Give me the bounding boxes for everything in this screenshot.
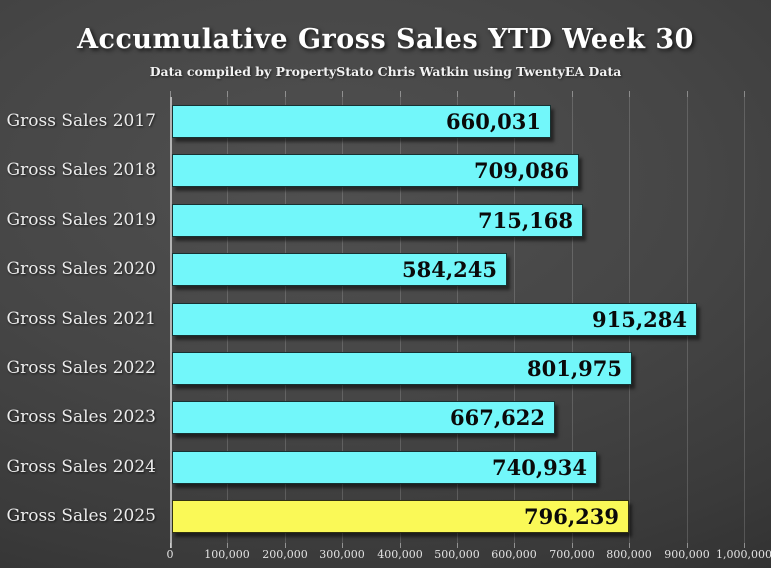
axis-tick-top — [572, 91, 573, 97]
x-axis-tick-label: 300,000 — [319, 548, 365, 561]
chart-title: Accumulative Gross Sales YTD Week 30 — [77, 24, 694, 55]
axis-tick-top — [744, 91, 745, 97]
bar: 709,086 — [172, 154, 579, 188]
axis-tick-bottom — [514, 543, 515, 548]
axis-tick-bottom — [342, 543, 343, 548]
axis-tick-bottom — [400, 543, 401, 548]
axis-tick-bottom — [285, 543, 286, 548]
axis-tick-top — [285, 91, 286, 97]
bar: 715,168 — [172, 203, 583, 237]
plot-area: 660,031 709,086 715,168 584,245 915,284 801,9… — [170, 91, 745, 548]
bar-value-label: 796,239 — [524, 504, 619, 530]
axis-tick-bottom — [629, 543, 630, 548]
bar-value-label: 709,086 — [474, 158, 569, 184]
axis-tick-top — [514, 91, 515, 97]
category-label: Gross Sales 2020 — [6, 259, 156, 280]
bar-value-label: 667,622 — [450, 405, 545, 431]
axis-tick-bottom — [744, 543, 745, 548]
category-label: Gross Sales 2024 — [6, 456, 156, 477]
bar-value-label: 584,245 — [402, 257, 497, 283]
category-label: Gross Sales 2025 — [6, 506, 156, 527]
bar: 660,031 — [172, 105, 551, 138]
x-axis-tick-label: 700,000 — [549, 548, 595, 561]
category-label: Gross Sales 2017 — [6, 111, 156, 131]
bar: 915,284 — [172, 302, 697, 336]
axis-tick-top — [629, 91, 630, 97]
bar: 584,245 — [172, 253, 507, 287]
category-label: Gross Sales 2018 — [6, 160, 156, 181]
x-axis-tick-label: 200,000 — [262, 548, 308, 561]
x-axis-tick-label: 400,000 — [377, 548, 423, 561]
bar-value-label: 801,975 — [527, 356, 622, 381]
bar-value-label: 660,031 — [446, 109, 541, 134]
axis-tick-top — [457, 91, 458, 97]
axis-tick-bottom — [227, 543, 228, 548]
x-axis-tick-label: 100,000 — [204, 548, 250, 561]
bar-value-label: 715,168 — [478, 207, 573, 233]
bar: 796,239 — [172, 500, 629, 534]
bar: 801,975 — [172, 352, 632, 385]
axis-tick-bottom — [457, 543, 458, 548]
category-label: Gross Sales 2021 — [6, 308, 156, 329]
x-axis-tick-label: 900,000 — [664, 548, 710, 561]
category-label: Gross Sales 2019 — [6, 209, 156, 230]
axis-tick-top — [342, 91, 343, 97]
x-axis-tick-label: 500,000 — [434, 548, 480, 561]
x-axis-tick-label: 600,000 — [491, 548, 537, 561]
bar-value-label: 740,934 — [492, 454, 587, 480]
axis-tick-top — [170, 91, 171, 97]
x-axis-tick-label: 0 — [166, 548, 174, 561]
bar: 740,934 — [172, 450, 597, 484]
category-label: Gross Sales 2022 — [6, 358, 156, 378]
axis-tick-top — [400, 91, 401, 97]
axis-tick-bottom — [572, 543, 573, 548]
category-label: Gross Sales 2023 — [6, 407, 156, 428]
x-axis-tick-label: 800,000 — [606, 548, 652, 561]
y-axis-line — [170, 97, 172, 548]
axis-tick-bottom — [687, 543, 688, 548]
axis-tick-top — [687, 91, 688, 97]
chart-subtitle: Data compiled by PropertyStato Chris Wat… — [149, 64, 622, 79]
axis-tick-top — [227, 91, 228, 97]
bar: 667,622 — [172, 401, 555, 435]
gridline — [744, 97, 745, 543]
x-axis-tick-label: 1,000,000 — [716, 548, 771, 561]
bar-value-label: 915,284 — [592, 306, 687, 332]
